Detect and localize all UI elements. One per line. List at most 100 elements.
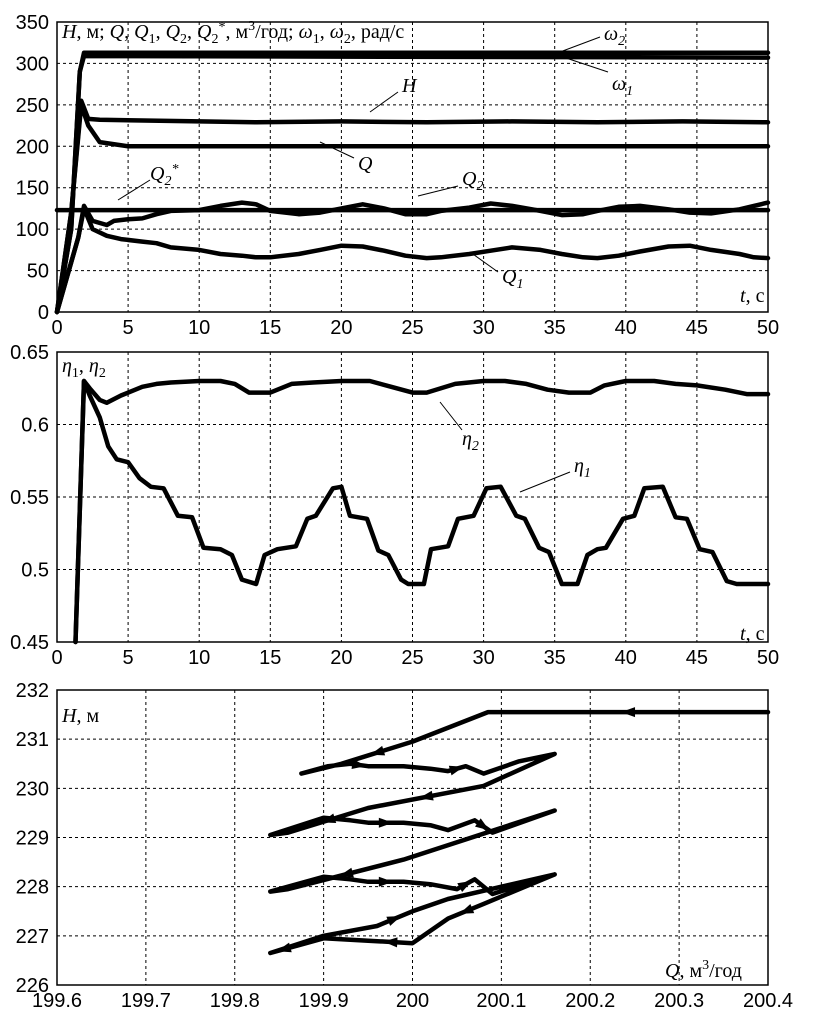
y-tick-label: 0 (38, 302, 49, 324)
x-tick-label: 200.1 (476, 990, 526, 1012)
series-h (54, 98, 771, 315)
series-q (54, 102, 771, 315)
grid (57, 352, 768, 642)
direction-arrow (378, 817, 393, 828)
direction-arrows (276, 707, 636, 953)
y-tick-label: 227 (16, 926, 49, 948)
y-tick-label: 229 (16, 828, 49, 850)
x-tick-label: 199.8 (210, 990, 260, 1012)
y-tick-label: 0.45 (10, 632, 49, 654)
x-tick-label: 30 (472, 647, 494, 669)
series-h-q- (268, 709, 771, 956)
x-axis-label: t, с (740, 623, 765, 645)
y-tick-label: 50 (27, 261, 49, 283)
label-Q2: Q2 (462, 168, 483, 194)
y-tick-label: 0.65 (10, 342, 49, 364)
x-tick-label: 50 (757, 317, 779, 339)
label-eta1: η1 (574, 455, 591, 481)
series-η2 (73, 378, 771, 645)
direction-arrow (351, 759, 367, 769)
x-tick-label: 25 (401, 317, 423, 339)
x-tick-label: 10 (188, 317, 210, 339)
tick-labels: 0 5 10 15 20 25 30 35 40 45 50 0 50 100 150 200 250 300 35… (16, 12, 780, 339)
label-omega2: ω2 (604, 23, 625, 49)
label-Q2-star: Q2* (150, 162, 178, 189)
series-group (268, 709, 771, 956)
x-tick-label: 199.7 (121, 990, 171, 1012)
y-tick-label: 230 (16, 778, 49, 800)
x-tick-label: 15 (259, 317, 281, 339)
y-tick-label: 0.5 (21, 560, 49, 582)
direction-arrow (321, 813, 337, 824)
x-tick-label: 35 (544, 317, 566, 339)
x-tick-label: 30 (472, 317, 494, 339)
direction-arrow (418, 790, 434, 801)
series-group (73, 378, 771, 645)
direction-arrow (383, 937, 398, 948)
series-q1 (54, 206, 771, 315)
x-tick-label: 5 (123, 647, 134, 669)
x-tick-label: 40 (615, 647, 637, 669)
direction-arrow (621, 707, 636, 718)
y-axis-label: H, м (61, 705, 99, 727)
direction-arrow (457, 880, 472, 892)
series-η1 (73, 378, 771, 645)
direction-arrow (386, 915, 402, 926)
series-q2 (54, 200, 771, 315)
x-tick-label: 40 (615, 317, 637, 339)
x-tick-label: 0 (51, 317, 62, 339)
y-tick-label: 231 (16, 729, 49, 751)
x-axis-label: t, с (740, 285, 765, 307)
chart-time-series-flows: 0 5 10 15 20 25 30 35 40 45 50 0 50 100 150 200 250 300 35… (16, 12, 780, 339)
direction-arrow (370, 745, 386, 756)
label-Q: Q (358, 153, 373, 175)
x-tick-label: 200.4 (743, 990, 793, 1012)
y-tick-label: 100 (16, 219, 49, 241)
x-tick-label: 20 (330, 647, 352, 669)
direction-arrow (378, 876, 393, 887)
grid (57, 690, 768, 985)
x-tick-label: 45 (686, 317, 708, 339)
direction-arrow (339, 867, 354, 878)
x-tick-label: 50 (757, 647, 779, 669)
y-tick-label: 228 (16, 877, 49, 899)
x-tick-label: 199.9 (299, 990, 349, 1012)
y-tick-label: 150 (16, 178, 49, 200)
y-tick-label: 300 (16, 53, 49, 75)
direction-arrow (474, 818, 490, 831)
label-H: H (401, 75, 418, 97)
tick-labels: 199.6 199.7 199.8 199.9 200 200.1 200.2 200.3 20… (16, 680, 793, 1012)
chart-efficiency: 0 5 10 15 20 25 30 35 40 45 50 0.45 0.5 0.55 0.6 0.65 η… (10, 342, 779, 669)
x-axis-label: Q, м3/год (665, 958, 742, 982)
x-tick-label: 45 (686, 647, 708, 669)
x-tick-label: 5 (123, 317, 134, 339)
x-tick-label: 20 (330, 317, 352, 339)
direction-arrow (448, 765, 464, 776)
y-tick-label: 226 (16, 975, 49, 997)
y-tick-label: 200 (16, 136, 49, 158)
y-tick-label: 250 (16, 95, 49, 117)
label-eta2: η2 (462, 428, 479, 454)
x-tick-label: 35 (544, 647, 566, 669)
x-tick-label: 0 (51, 647, 62, 669)
x-tick-label: 25 (401, 647, 423, 669)
label-omega1: ω1 (612, 73, 633, 99)
y-axis-label: η1, η2 (62, 355, 106, 381)
direction-arrow (276, 942, 292, 953)
direction-arrow (459, 903, 475, 914)
x-tick-label: 200 (396, 990, 429, 1012)
y-tick-label: 232 (16, 680, 49, 702)
series-group (54, 50, 771, 315)
y-tick-label: 0.6 (21, 415, 49, 437)
x-tick-label: 200.2 (565, 990, 615, 1012)
y-tick-label: 350 (16, 12, 49, 34)
x-tick-label: 199.6 (32, 990, 82, 1012)
y-axis-label: H, м; Q, Q1, Q2, Q2*, м3/год; ω1, ω2, ра… (61, 19, 404, 47)
x-tick-label: 15 (259, 647, 281, 669)
x-tick-label: 200.3 (654, 990, 704, 1012)
x-tick-label: 10 (188, 647, 210, 669)
chart-head-vs-flow: 199.6 199.7 199.8 199.9 200 200.1 200.2 200.3 20… (16, 680, 793, 1012)
y-tick-label: 0.55 (10, 487, 49, 509)
label-Q1: Q1 (502, 266, 523, 292)
